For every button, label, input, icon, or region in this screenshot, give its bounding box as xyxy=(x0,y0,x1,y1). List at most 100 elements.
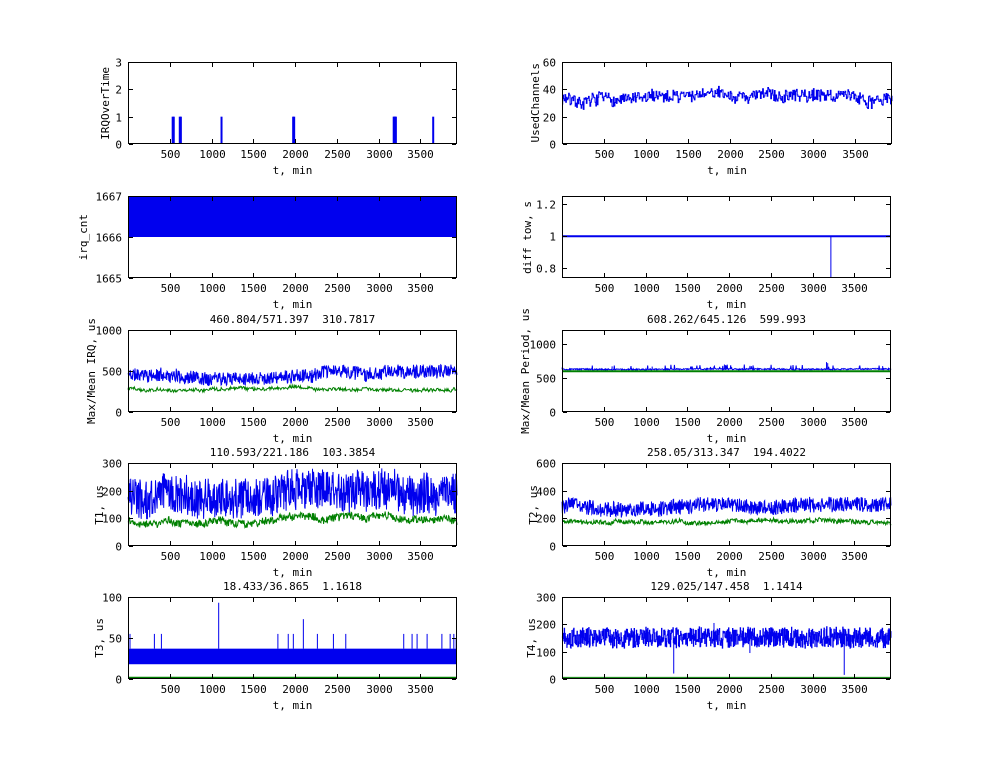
y-axis-label: T4, us xyxy=(524,618,538,658)
svg-text:2500: 2500 xyxy=(758,282,785,295)
y-axis-label: UsedChannels xyxy=(528,63,542,143)
svg-text:500: 500 xyxy=(595,282,615,295)
y-axis-label: T1, us xyxy=(92,484,106,525)
svg-text:500: 500 xyxy=(595,683,615,696)
svg-text:100: 100 xyxy=(102,513,122,526)
plot-canvas: 500 1000 1500 2000 2500 3000 3500 0 100 200 300 xyxy=(536,592,892,696)
svg-text:500: 500 xyxy=(161,550,181,563)
svg-text:3000: 3000 xyxy=(366,148,393,161)
svg-text:500: 500 xyxy=(595,148,615,161)
plot-title: 460.804/571.397 310.7817 xyxy=(209,313,376,326)
svg-text:2500: 2500 xyxy=(324,282,351,295)
plot-diff-tow: diff tow, s 500 1000 1500 2000 2500 3000 3500 0… xyxy=(521,196,891,311)
plot-max-mean-irq: 460.804/571.397 310.7817 Max/Mean IRQ, u… xyxy=(85,314,458,445)
svg-text:60: 60 xyxy=(543,57,556,70)
y-axis-label: irq_cnt xyxy=(76,213,90,261)
svg-text:500: 500 xyxy=(595,416,615,429)
svg-text:3: 3 xyxy=(115,57,122,70)
svg-text:0: 0 xyxy=(549,541,556,554)
x-axis-label: t, min xyxy=(272,298,313,311)
plot-canvas: 500 1000 1500 2000 2500 3000 3500 0 20 40 60 xyxy=(543,57,893,161)
svg-text:1500: 1500 xyxy=(240,416,267,429)
svg-text:3000: 3000 xyxy=(366,683,393,696)
svg-text:20: 20 xyxy=(543,112,556,125)
svg-text:2500: 2500 xyxy=(758,416,785,429)
svg-text:3000: 3000 xyxy=(366,416,393,429)
svg-text:1665: 1665 xyxy=(96,273,123,286)
svg-text:40: 40 xyxy=(543,84,556,97)
x-axis-label: t, min xyxy=(707,164,747,177)
svg-text:3500: 3500 xyxy=(841,683,868,696)
svg-text:1000: 1000 xyxy=(199,148,226,161)
svg-text:1500: 1500 xyxy=(674,282,701,295)
svg-text:2500: 2500 xyxy=(324,148,351,161)
svg-text:3000: 3000 xyxy=(366,550,393,563)
x-axis-label: t, min xyxy=(272,699,313,712)
x-axis-label: t, min xyxy=(272,164,313,177)
y-axis-label: T2, us xyxy=(526,484,540,525)
plot-irq-cnt: irq_cnt 500 1000 1500 2000 2500 3000 3500 1665 1… xyxy=(77,191,457,311)
svg-text:100: 100 xyxy=(102,592,122,605)
x-axis-label: t, min xyxy=(272,432,313,445)
svg-text:2500: 2500 xyxy=(758,683,785,696)
svg-text:0: 0 xyxy=(549,674,556,687)
svg-text:500: 500 xyxy=(161,683,181,696)
svg-text:200: 200 xyxy=(536,513,556,526)
x-axis-label: t, min xyxy=(706,432,747,445)
svg-text:1000: 1000 xyxy=(633,550,660,563)
svg-text:1000: 1000 xyxy=(199,550,226,563)
svg-text:2500: 2500 xyxy=(324,550,351,563)
plot-max-mean-period: 608.262/645.126 599.993 Max/Mean Period,… xyxy=(519,308,892,445)
svg-text:2500: 2500 xyxy=(758,148,785,161)
svg-text:0: 0 xyxy=(115,674,122,687)
plot-t1: 110.593/221.186 103.3854 T1, us 500 1000 1… xyxy=(93,447,458,579)
svg-text:3500: 3500 xyxy=(842,148,869,161)
svg-text:1000: 1000 xyxy=(633,683,660,696)
svg-text:1000: 1000 xyxy=(96,325,123,338)
svg-text:1500: 1500 xyxy=(240,282,267,295)
svg-text:1000: 1000 xyxy=(633,282,660,295)
svg-text:500: 500 xyxy=(161,148,181,161)
svg-text:3500: 3500 xyxy=(407,416,434,429)
svg-text:500: 500 xyxy=(102,366,122,379)
plot-irq-over-time: IRQOverTime 500 1000 1500 2000 2500 3000 3500 0… xyxy=(99,57,457,177)
svg-text:1500: 1500 xyxy=(675,148,702,161)
svg-text:3500: 3500 xyxy=(407,550,434,563)
svg-text:300: 300 xyxy=(536,592,556,605)
plot-canvas: 500 1000 1500 2000 2500 3000 3500 0 200 400 600 xyxy=(536,458,892,563)
svg-text:0: 0 xyxy=(549,407,556,420)
svg-text:2000: 2000 xyxy=(282,683,309,696)
svg-text:1.2: 1.2 xyxy=(536,199,556,212)
svg-text:3500: 3500 xyxy=(841,550,868,563)
plot-title: 258.05/313.347 194.4022 xyxy=(647,446,806,459)
svg-text:3000: 3000 xyxy=(800,550,827,563)
svg-text:2500: 2500 xyxy=(324,416,351,429)
svg-text:1000: 1000 xyxy=(633,148,660,161)
svg-text:200: 200 xyxy=(536,619,556,632)
svg-text:0: 0 xyxy=(115,139,122,152)
svg-text:1000: 1000 xyxy=(199,282,226,295)
svg-text:500: 500 xyxy=(161,282,181,295)
plot-title: 608.262/645.126 599.993 xyxy=(647,313,806,326)
svg-text:2000: 2000 xyxy=(716,550,743,563)
svg-text:1500: 1500 xyxy=(240,550,267,563)
svg-text:1: 1 xyxy=(549,231,556,244)
svg-text:1500: 1500 xyxy=(240,148,267,161)
plot-canvas: 500 1000 1500 2000 2500 3000 3500 0 100 200 300 xyxy=(102,458,458,563)
svg-text:1666: 1666 xyxy=(96,232,123,245)
svg-text:200: 200 xyxy=(102,486,122,499)
svg-text:0: 0 xyxy=(115,407,122,420)
svg-text:0: 0 xyxy=(549,139,556,152)
y-axis-label: IRQOverTime xyxy=(98,66,112,140)
svg-text:1000: 1000 xyxy=(633,416,660,429)
svg-text:500: 500 xyxy=(595,550,615,563)
svg-text:1000: 1000 xyxy=(199,683,226,696)
plot-t3: 18.433/36.865 1.1618 T3, us 500 1000 1500 2… xyxy=(93,581,457,712)
svg-text:2000: 2000 xyxy=(716,683,743,696)
svg-text:1500: 1500 xyxy=(674,550,701,563)
svg-text:1500: 1500 xyxy=(240,683,267,696)
svg-text:1000: 1000 xyxy=(530,339,557,352)
y-axis-label: T3, us xyxy=(92,618,106,658)
svg-text:3500: 3500 xyxy=(841,282,868,295)
plot-canvas: 500 1000 1500 2000 2500 3000 3500 0 500 1000 xyxy=(96,325,458,429)
